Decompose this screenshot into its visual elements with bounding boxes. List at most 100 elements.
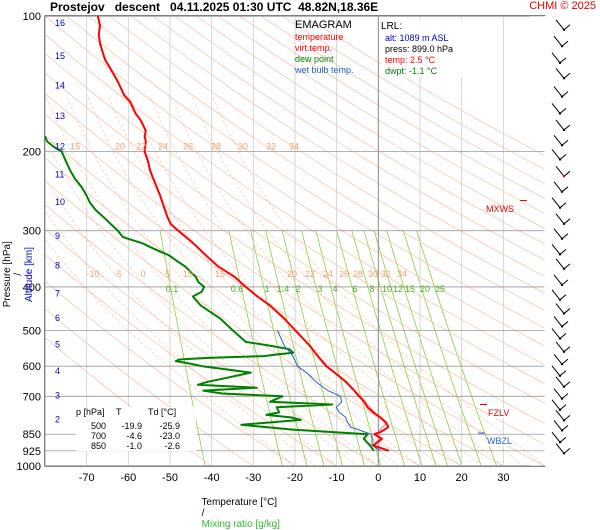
mixing-ratio-label: 1.4 xyxy=(277,284,290,294)
theta-label: 26 xyxy=(183,141,193,151)
altitude-tick-label: 2 xyxy=(55,415,60,425)
theta-label: 26 xyxy=(339,269,349,279)
wind-barb-point xyxy=(563,175,565,177)
theta-label: 32 xyxy=(381,269,391,279)
altitude-tick-label: 10 xyxy=(55,197,65,207)
theta-label: 28 xyxy=(353,269,363,279)
wind-barb-point xyxy=(561,191,563,193)
altitude-tick-label: 6 xyxy=(55,313,60,323)
wind-barb-point xyxy=(563,452,565,454)
theta-label: 20 xyxy=(287,269,297,279)
altitude-tick-label: 3 xyxy=(55,390,60,400)
wind-barb-point xyxy=(559,207,561,209)
theta-label: 15 xyxy=(215,269,225,279)
table-header-p: p [hPa] xyxy=(76,407,116,417)
wind-barb-point xyxy=(563,351,565,353)
theta-label: 5 xyxy=(165,269,170,279)
wind-barb-point xyxy=(559,112,561,114)
x-tick-label: -50 xyxy=(162,472,178,484)
wind-barb-point xyxy=(561,144,563,146)
theta-label: -5 xyxy=(114,269,122,279)
theta-label: 15 xyxy=(70,141,80,151)
mixing-ratio-label: 2 xyxy=(295,284,300,294)
theta-label: 32 xyxy=(266,141,276,151)
table-cell: -2.6 xyxy=(142,441,180,451)
wind-barb-point xyxy=(561,45,563,47)
legend-dew-point: dew point xyxy=(295,54,375,65)
lrl-alt: alt: 1089 m ASL xyxy=(381,33,476,44)
x-axis-label: Temperature [°C] / Mixing ratio [g/kg] xyxy=(196,486,280,530)
x-axis-label-sep: / xyxy=(202,508,205,519)
theta-label: 34 xyxy=(397,269,407,279)
altitude-tick-label: 4 xyxy=(55,366,60,376)
x-tick-label: 20 xyxy=(456,472,468,484)
marker-mxws: MXWS xyxy=(486,204,514,214)
mixing-ratio-label: 0.6 xyxy=(231,284,244,294)
wind-barb-point xyxy=(561,95,563,97)
table-cell: -4.6 xyxy=(106,431,142,441)
altitude-tick-label: 14 xyxy=(55,81,65,91)
x-tick-label: 0 xyxy=(375,472,381,484)
altitude-tick-label: 9 xyxy=(55,231,60,241)
wind-barb-point xyxy=(559,299,561,301)
lrl-box: LRL: alt: 1089 m ASL press: 899.0 hPa te… xyxy=(381,20,476,77)
table-cell: -19.9 xyxy=(106,421,142,431)
x-tick-label: 30 xyxy=(497,472,509,484)
altitude-tick-label: 7 xyxy=(55,289,60,299)
table-cell: 500 xyxy=(76,421,106,431)
lrl-dwpt: dwpt: -1.1 °C xyxy=(381,66,476,77)
wind-barb-point xyxy=(559,375,561,377)
summary-table: p [hPa] T Td [°C] 500 -19.9 -25.9 700 -4… xyxy=(76,407,196,451)
x-tick-label: -40 xyxy=(204,472,220,484)
theta-label: -10 xyxy=(86,269,99,279)
altitude-tick-label: 11 xyxy=(55,170,64,180)
altitude-tick-label: 12 xyxy=(55,142,65,152)
mixing-ratio-label: 25 xyxy=(435,284,445,294)
wind-barb-point xyxy=(559,409,561,411)
table-row: 500 -19.9 -25.9 xyxy=(76,421,196,431)
wind-barb-point xyxy=(563,77,565,79)
wind-barb-point xyxy=(563,386,565,388)
y-axis-label-sep: / xyxy=(13,273,24,276)
theta-label: 10 xyxy=(183,269,193,279)
table-cell: 850 xyxy=(76,441,106,451)
mixing-ratio-label: 4 xyxy=(332,284,337,294)
theta-label: 24 xyxy=(158,141,168,151)
wind-barb-point xyxy=(559,441,561,443)
altitude-tick-label: 15 xyxy=(55,51,65,61)
y-tick-label: 850 xyxy=(23,429,41,441)
wind-barb-point xyxy=(563,129,565,131)
wind-barb-point xyxy=(561,363,563,365)
y-axis-label: Pressure [hPa] / Altitude [km] xyxy=(0,182,35,372)
table-header-t: T xyxy=(116,407,148,417)
mixing-ratio-label: 1 xyxy=(264,284,269,294)
mixing-ratio-label: 15 xyxy=(405,284,415,294)
altitude-tick-label: 13 xyxy=(55,111,65,121)
wind-barb-point xyxy=(559,62,561,64)
y-tick-label: 200 xyxy=(23,146,41,158)
theta-label: 28 xyxy=(211,141,221,151)
x-tick-label: -60 xyxy=(120,472,136,484)
page-title: Prostejov descent 04.11.2025 01:30 UTC 4… xyxy=(50,0,378,14)
mixing-ratio-label: 20 xyxy=(420,284,430,294)
y-tick-label: 700 xyxy=(23,391,41,403)
altitude-tick-label: 16 xyxy=(55,18,65,28)
altitude-tick-label: 5 xyxy=(55,339,60,349)
lrl-temp: temp: 2.5 °C xyxy=(381,55,476,66)
x-tick-label: 10 xyxy=(414,472,426,484)
mixing-ratio-label: 12 xyxy=(393,284,403,294)
lrl-title: LRL: xyxy=(381,20,476,33)
y-tick-label: 1000 xyxy=(17,461,41,473)
y-tick-label: 925 xyxy=(23,446,41,458)
theta-label: 20 xyxy=(115,141,125,151)
mixing-ratio-label: 10 xyxy=(382,284,392,294)
x-axis-label-mix: Mixing ratio [g/kg] xyxy=(202,519,280,530)
table-header-td: Td [°C] xyxy=(148,407,196,417)
marker-wbzl: WBZL xyxy=(487,436,512,446)
mixing-ratio-label: 0.1 xyxy=(166,284,179,294)
wind-barb-point xyxy=(559,337,561,339)
x-tick-label: -70 xyxy=(79,472,95,484)
marker-fzlv: FZLV xyxy=(488,408,509,418)
legend-temperature: temperature xyxy=(295,32,375,43)
wind-barb-point xyxy=(563,268,565,270)
